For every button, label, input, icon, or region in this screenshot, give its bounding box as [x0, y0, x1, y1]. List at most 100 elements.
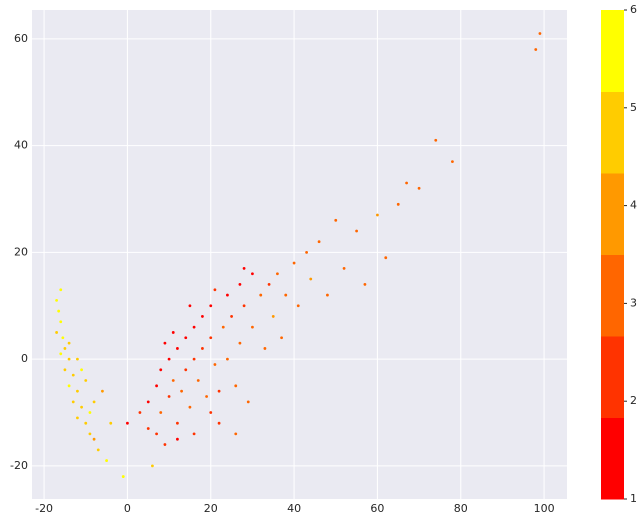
- point: [417, 186, 421, 190]
- point: [376, 213, 379, 217]
- point: [271, 315, 275, 318]
- x-tick-label: 60: [370, 502, 384, 515]
- point: [209, 336, 213, 340]
- point: [163, 443, 167, 446]
- point: [234, 432, 238, 436]
- x-tick-label: 20: [204, 502, 218, 515]
- point: [84, 421, 88, 425]
- point: [226, 293, 229, 297]
- point: [538, 32, 542, 35]
- point: [205, 395, 208, 398]
- colorbar-tick-label: 4: [630, 199, 637, 212]
- point: [405, 181, 408, 185]
- y-tick-label: 40: [14, 139, 28, 152]
- point: [384, 256, 388, 260]
- point: [88, 411, 92, 414]
- point: [276, 272, 279, 276]
- point: [226, 357, 229, 361]
- point: [221, 325, 225, 329]
- point: [434, 138, 438, 142]
- x-tick-label: 40: [287, 502, 301, 515]
- point: [201, 315, 204, 318]
- point: [71, 373, 75, 377]
- point: [167, 395, 171, 398]
- x-tick-label: 0: [124, 502, 131, 515]
- point: [55, 331, 58, 334]
- point: [67, 384, 71, 388]
- colorbar-band: [601, 336, 624, 418]
- point: [217, 421, 221, 425]
- point: [196, 379, 200, 382]
- point: [155, 432, 158, 436]
- colorbar-tick-label: 3: [630, 296, 637, 309]
- point: [284, 293, 288, 297]
- point: [280, 336, 283, 340]
- point: [151, 464, 154, 468]
- point: [213, 363, 217, 366]
- colorbar-tick-label: 1: [630, 492, 637, 505]
- colorbar-tick-label: 6: [630, 3, 637, 16]
- point: [234, 384, 238, 388]
- colorbar-band: [601, 254, 624, 337]
- point: [296, 304, 300, 308]
- point: [121, 475, 125, 478]
- point: [80, 368, 83, 372]
- point: [309, 277, 313, 281]
- point: [534, 48, 538, 51]
- x-tick-label: -20: [35, 502, 53, 515]
- point: [180, 389, 183, 393]
- point: [176, 347, 179, 350]
- point: [109, 421, 113, 425]
- point: [88, 432, 92, 436]
- point: [451, 160, 454, 164]
- point: [76, 357, 79, 361]
- point: [334, 218, 338, 222]
- colorbar-band: [601, 10, 624, 92]
- point: [238, 341, 242, 345]
- point: [188, 405, 192, 409]
- point: [159, 368, 163, 372]
- point: [246, 400, 250, 404]
- point: [71, 400, 75, 404]
- point: [146, 400, 150, 404]
- point: [192, 432, 196, 436]
- point: [171, 331, 175, 334]
- point: [167, 357, 171, 361]
- y-tick-label: -20: [10, 459, 28, 472]
- point: [138, 411, 142, 414]
- point: [146, 427, 150, 430]
- point: [259, 293, 263, 297]
- point: [201, 347, 204, 350]
- point: [76, 389, 79, 393]
- point: [184, 336, 188, 340]
- point: [126, 421, 129, 425]
- point: [92, 400, 96, 404]
- point: [163, 341, 167, 345]
- point: [92, 437, 96, 441]
- plot-background: [32, 10, 567, 499]
- point: [155, 384, 158, 388]
- colorbar-band: [601, 173, 624, 255]
- point: [171, 379, 175, 382]
- point: [230, 315, 233, 318]
- point: [317, 240, 321, 244]
- point: [251, 272, 254, 276]
- point: [363, 282, 367, 286]
- point: [263, 347, 267, 350]
- colorbar-band: [601, 91, 624, 174]
- point: [355, 229, 358, 233]
- y-tick-label: 0: [21, 352, 28, 365]
- point: [59, 352, 63, 356]
- point: [342, 266, 346, 270]
- point: [267, 282, 271, 286]
- colorbar-band: [601, 417, 624, 500]
- point: [251, 325, 254, 329]
- point: [176, 437, 179, 441]
- point: [217, 389, 221, 393]
- point: [188, 304, 192, 308]
- point: [59, 288, 63, 292]
- colorbar-tick-label: 2: [630, 394, 637, 407]
- point: [105, 459, 108, 462]
- point: [209, 304, 213, 308]
- point: [192, 357, 196, 361]
